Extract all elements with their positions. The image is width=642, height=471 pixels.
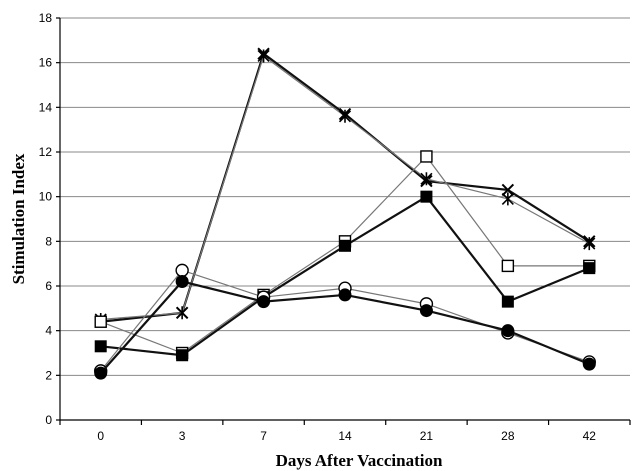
series-filled-circle (94, 275, 596, 380)
data-point-filled-circle (338, 288, 352, 302)
data-point-filled-square (339, 239, 351, 252)
data-point-star (257, 49, 270, 63)
data-point-star (501, 192, 514, 206)
series-open-circle (94, 263, 596, 378)
x-tick-label: 14 (338, 429, 352, 443)
data-point-filled-circle (501, 324, 515, 338)
data-point-filled-square (176, 349, 189, 362)
data-point-filled-square (420, 190, 433, 203)
y-tick-label: 12 (39, 145, 53, 159)
series-line (100, 155, 590, 354)
x-tick-label: 0 (97, 429, 104, 443)
data-point-open-square (420, 150, 433, 163)
data-point-star (420, 172, 433, 186)
x-tick-label: 3 (179, 429, 186, 443)
gridlines (60, 17, 630, 376)
y-tick-label: 2 (45, 368, 52, 382)
x-tick-label: 28 (501, 429, 515, 443)
series-line (100, 51, 590, 323)
data-point-star (338, 109, 352, 123)
x-tick-label: 21 (420, 429, 434, 443)
data-point-filled-square (583, 262, 596, 275)
data-point-filled-circle (94, 366, 108, 380)
series-line (100, 195, 590, 357)
x-axis-title: Days After Vaccination (276, 451, 443, 470)
data-point-open-square (501, 259, 515, 273)
y-tick-label: 18 (39, 11, 53, 25)
y-tick-label: 0 (45, 413, 52, 427)
axes: 0 2 4 6 8 10 12 14 16 18 0 3 7 14 21 28 42 (39, 11, 631, 443)
y-tick-label: 8 (45, 234, 52, 248)
data-point-filled-circle (257, 295, 271, 309)
data-point-filled-circle (419, 304, 433, 318)
data-point-filled-square (501, 295, 514, 308)
data-point-star (583, 237, 596, 251)
y-tick-label: 4 (45, 324, 52, 338)
y-tick-label: 14 (39, 100, 53, 114)
y-tick-label: 16 (39, 56, 53, 70)
data-point-open-square (94, 315, 107, 328)
x-tick-label: 42 (583, 429, 597, 443)
data-point-filled-circle (582, 357, 596, 371)
x-tick-label: 7 (260, 429, 267, 443)
data-point-filled-circle (175, 275, 189, 289)
data-point-star (176, 306, 189, 320)
y-tick-label: 6 (45, 279, 52, 293)
data-point-filled-square (94, 340, 107, 353)
data-point-x (501, 183, 515, 197)
y-tick-label: 10 (39, 190, 53, 204)
data-point-open-circle (175, 263, 189, 278)
series-group (94, 47, 596, 380)
series-open-square (94, 150, 596, 360)
y-axis-title: Stimulation Index (9, 153, 28, 284)
